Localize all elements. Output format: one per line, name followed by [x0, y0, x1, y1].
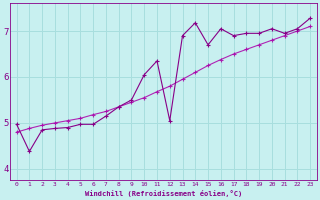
X-axis label: Windchill (Refroidissement éolien,°C): Windchill (Refroidissement éolien,°C) [85, 190, 242, 197]
